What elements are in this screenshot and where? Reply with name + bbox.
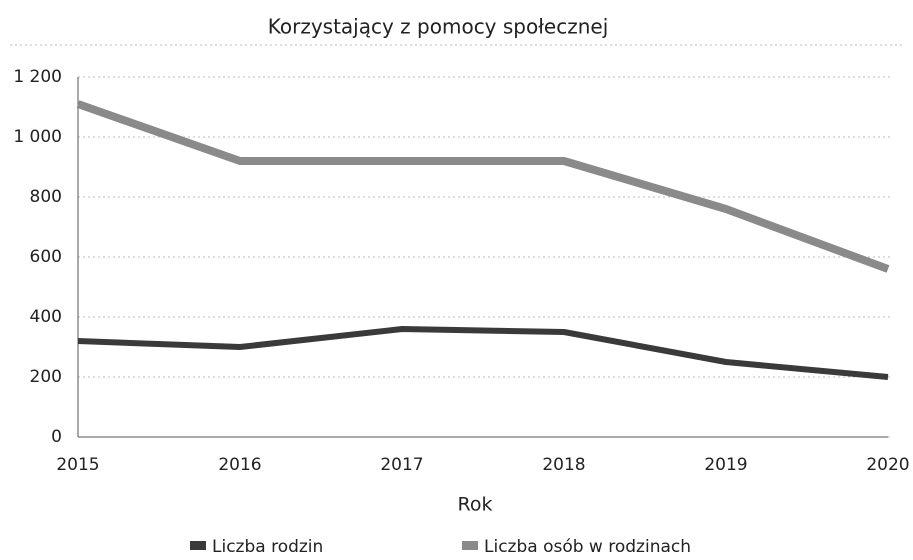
x-tick-label: 2018 bbox=[542, 455, 585, 475]
y-tick-label: 1 000 bbox=[13, 127, 62, 147]
x-tick-label: 2019 bbox=[704, 455, 747, 475]
x-tick-label: 2017 bbox=[380, 455, 423, 475]
series-line bbox=[76, 100, 890, 273]
y-tick-label: 400 bbox=[30, 307, 62, 327]
y-tick-label: 200 bbox=[30, 367, 62, 387]
chart-title: Korzystający z pomocy społecznej bbox=[268, 15, 609, 39]
x-tick-label: 2015 bbox=[56, 455, 99, 475]
legend-swatch bbox=[462, 541, 478, 550]
legend-swatch bbox=[190, 541, 206, 550]
y-tick-label: 1 200 bbox=[13, 67, 62, 87]
legend-label: Liczba osób w rodzinach bbox=[484, 537, 691, 557]
x-axis-label: Rok bbox=[458, 494, 493, 516]
y-tick-label: 0 bbox=[51, 427, 62, 447]
series-line bbox=[77, 326, 889, 380]
y-tick-label: 600 bbox=[30, 247, 62, 267]
x-tick-label: 2020 bbox=[866, 455, 909, 475]
y-tick-label: 800 bbox=[30, 187, 62, 207]
x-tick-label: 2016 bbox=[218, 455, 261, 475]
legend-label: Liczba rodzin bbox=[212, 537, 323, 557]
